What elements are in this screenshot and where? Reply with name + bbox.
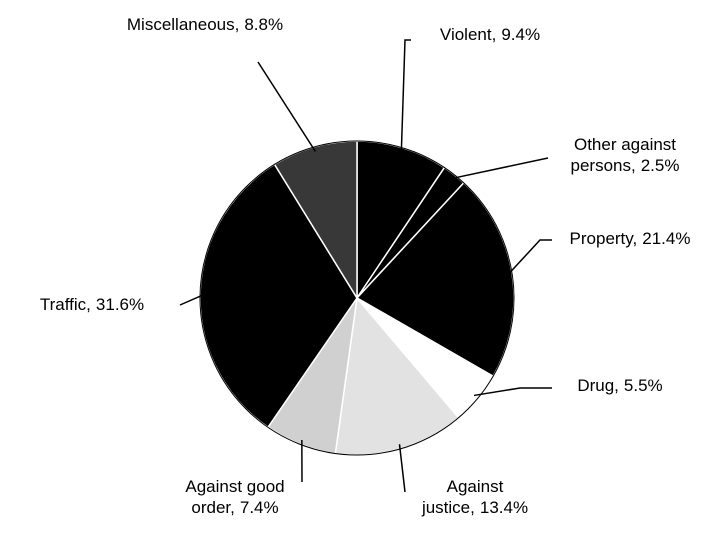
- leader-line: [473, 387, 552, 397]
- category-name: Other against persons,: [570, 135, 677, 175]
- category-name: Property,: [569, 229, 638, 248]
- leader-line: [398, 444, 406, 493]
- leader-line: [257, 61, 317, 152]
- slice-label: Property, 21.4%: [545, 228, 715, 249]
- value-label: 13.4%: [479, 498, 529, 517]
- leader-line: [507, 239, 552, 276]
- value-label: 7.4%: [239, 498, 279, 517]
- category-name: Miscellaneous,: [126, 15, 240, 34]
- category-name: Drug,: [577, 376, 619, 395]
- value-label: 5.5%: [623, 376, 663, 395]
- value-label: 9.4%: [501, 25, 541, 44]
- slice-label: Against justice, 13.4%: [395, 476, 555, 518]
- value-label: 8.8%: [244, 15, 284, 34]
- leader-line: [451, 157, 549, 180]
- slice-label: Drug, 5.5%: [545, 375, 695, 396]
- category-name: Against good order,: [185, 477, 285, 517]
- value-label: 31.6%: [95, 295, 145, 314]
- pie-outline: [199, 140, 515, 456]
- leader-line: [400, 39, 411, 153]
- slice-label: Traffic, 31.6%: [12, 294, 172, 315]
- category-name: Traffic,: [39, 295, 91, 314]
- leader-line: [179, 293, 206, 306]
- value-label: 21.4%: [642, 229, 691, 248]
- category-name: Against justice,: [421, 477, 504, 517]
- value-label: 2.5%: [640, 156, 680, 175]
- category-name: Violent,: [439, 25, 497, 44]
- slice-label: Violent, 9.4%: [405, 24, 575, 45]
- slice-label: Miscellaneous, 8.8%: [120, 14, 290, 35]
- slice-label: Against good order, 7.4%: [155, 476, 315, 518]
- slice-label: Other against persons, 2.5%: [540, 134, 710, 176]
